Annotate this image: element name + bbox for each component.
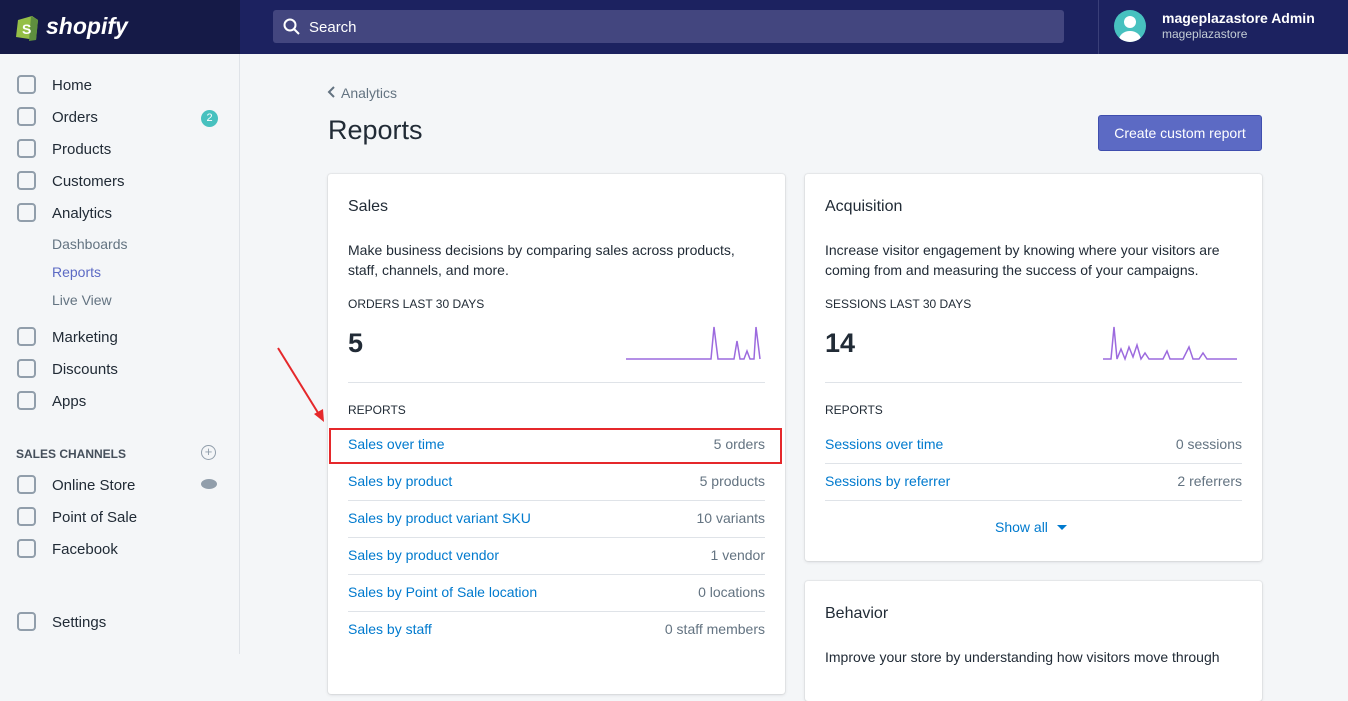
metric-label: ORDERS LAST 30 DAYS <box>348 297 485 311</box>
nav-item[interactable]: Apps <box>52 393 87 410</box>
report-count: 0 sessions <box>1175 436 1242 452</box>
search-icon <box>283 18 300 35</box>
divider <box>825 382 1242 383</box>
metric-value: 5 <box>348 328 364 358</box>
nav-item[interactable]: Customers <box>52 173 125 190</box>
report-count: 1 vendor <box>710 547 765 563</box>
search-placeholder: Search <box>309 19 357 36</box>
metric-value: 14 <box>825 328 856 358</box>
reports-title: REPORTS <box>825 403 883 417</box>
report-count: 10 variants <box>696 510 765 526</box>
report-count: 5 products <box>699 473 765 489</box>
logo-icon: S <box>16 16 38 41</box>
caret <box>1057 525 1067 530</box>
report-row[interactable]: Sales by product variant SKU 10 variants <box>348 500 765 538</box>
reports-title: REPORTS <box>348 403 406 417</box>
nav-icon <box>17 203 36 222</box>
back-chevron <box>327 86 335 98</box>
nav-icon <box>17 391 36 410</box>
metric-label: SESSIONS LAST 30 DAYS <box>825 297 972 311</box>
add-channel[interactable]: + <box>201 445 216 460</box>
report-row[interactable]: Sales by product 5 products <box>348 463 765 501</box>
divider <box>825 500 1242 501</box>
nav-item[interactable]: Online Store <box>52 477 136 494</box>
report-link[interactable]: Sales by product vendor <box>348 547 499 563</box>
report-link[interactable]: Sales by product variant SKU <box>348 510 531 526</box>
nav-item[interactable]: Point of Sale <box>52 509 138 526</box>
sidebar: Home Orders 2 Products Customers Analytics Das… <box>0 54 240 654</box>
card-description: Make business decisions by comparing sal… <box>348 242 735 278</box>
avatar[interactable] <box>1114 10 1146 42</box>
nav-icon <box>17 475 36 494</box>
nav-icon <box>17 507 36 526</box>
report-row[interactable]: Sales over time 5 orders <box>348 426 765 464</box>
nav-icon <box>17 139 36 158</box>
nav-icon <box>17 359 36 378</box>
report-row[interactable]: Sessions by referrer 2 referrers <box>825 463 1242 500</box>
svg-text:S: S <box>22 21 31 37</box>
nav-item[interactable]: Orders <box>52 109 98 126</box>
report-link[interactable]: Sessions by referrer <box>825 473 951 489</box>
report-row[interactable]: Sessions over time 0 sessions <box>825 426 1242 464</box>
sparkline <box>626 326 761 360</box>
sparkline <box>1103 326 1237 362</box>
nav-icon <box>17 327 36 346</box>
card-title: Behavior <box>825 605 889 622</box>
show-all-link[interactable]: Show all <box>995 519 1048 535</box>
nav-item[interactable]: Settings <box>52 614 107 631</box>
nav-item[interactable]: Products <box>52 141 112 158</box>
nav-subitem[interactable]: Live View <box>52 292 112 308</box>
divider <box>348 382 765 383</box>
report-link[interactable]: Sessions over time <box>825 436 944 452</box>
nav-item[interactable]: Facebook <box>52 541 118 558</box>
nav-badge: 2 <box>201 110 218 127</box>
report-count: 0 staff members <box>664 621 765 637</box>
nav-icon <box>17 612 36 631</box>
user-name: mageplazastore Admin <box>1162 10 1315 26</box>
separator <box>1098 0 1099 54</box>
view-store[interactable] <box>201 479 217 489</box>
user-store: mageplazastore <box>1162 27 1248 41</box>
nav-item[interactable]: Marketing <box>52 329 118 346</box>
section-title: SALES CHANNELS <box>16 447 127 461</box>
report-row[interactable]: Sales by Point of Sale location 0 locatio… <box>348 574 765 612</box>
nav-subitem[interactable]: Dashboards <box>52 236 128 252</box>
nav-item[interactable]: Home <box>52 77 93 94</box>
nav-icon <box>17 539 36 558</box>
nav-icon <box>17 107 36 126</box>
nav-subitem[interactable]: Reports <box>52 264 102 280</box>
logo-text: shopify <box>46 13 128 39</box>
card-title: Acquisition <box>825 198 903 215</box>
nav-item[interactable]: Discounts <box>52 361 118 378</box>
report-link[interactable]: Sales by staff <box>348 621 432 637</box>
create-report-button[interactable]: Create custom report <box>1098 115 1262 151</box>
report-link[interactable]: Sales by product <box>348 473 453 489</box>
card-title: Sales <box>348 198 389 215</box>
avatar-icon <box>1119 16 1141 42</box>
breadcrumb[interactable]: Analytics <box>341 85 398 101</box>
nav-item[interactable]: Analytics <box>52 205 113 222</box>
nav-icon <box>17 171 36 190</box>
page-title: Reports <box>328 115 423 145</box>
report-card: Behavior Improve your store by understand… <box>805 581 1262 701</box>
report-row[interactable]: Sales by staff 0 staff members <box>348 611 765 648</box>
report-card: Sales Make business decisions by comparin… <box>328 174 785 694</box>
search-box[interactable]: Search <box>273 10 1064 43</box>
annotation-arrow <box>277 347 324 422</box>
card-description: Increase visitor engagement by knowing w… <box>825 242 1220 278</box>
card-description: Improve your store by understanding how … <box>825 649 1220 665</box>
report-row[interactable]: Sales by product vendor 1 vendor <box>348 537 765 575</box>
report-count: 5 orders <box>713 436 765 452</box>
nav-icon <box>17 75 36 94</box>
report-count: 2 referrers <box>1177 473 1242 489</box>
report-link[interactable]: Sales by Point of Sale location <box>348 584 538 600</box>
report-card: Acquisition Increase visitor engagement b… <box>805 174 1262 561</box>
logo-area[interactable]: S shopify <box>0 0 240 54</box>
report-count: 0 locations <box>698 584 765 600</box>
report-link[interactable]: Sales over time <box>348 436 445 452</box>
